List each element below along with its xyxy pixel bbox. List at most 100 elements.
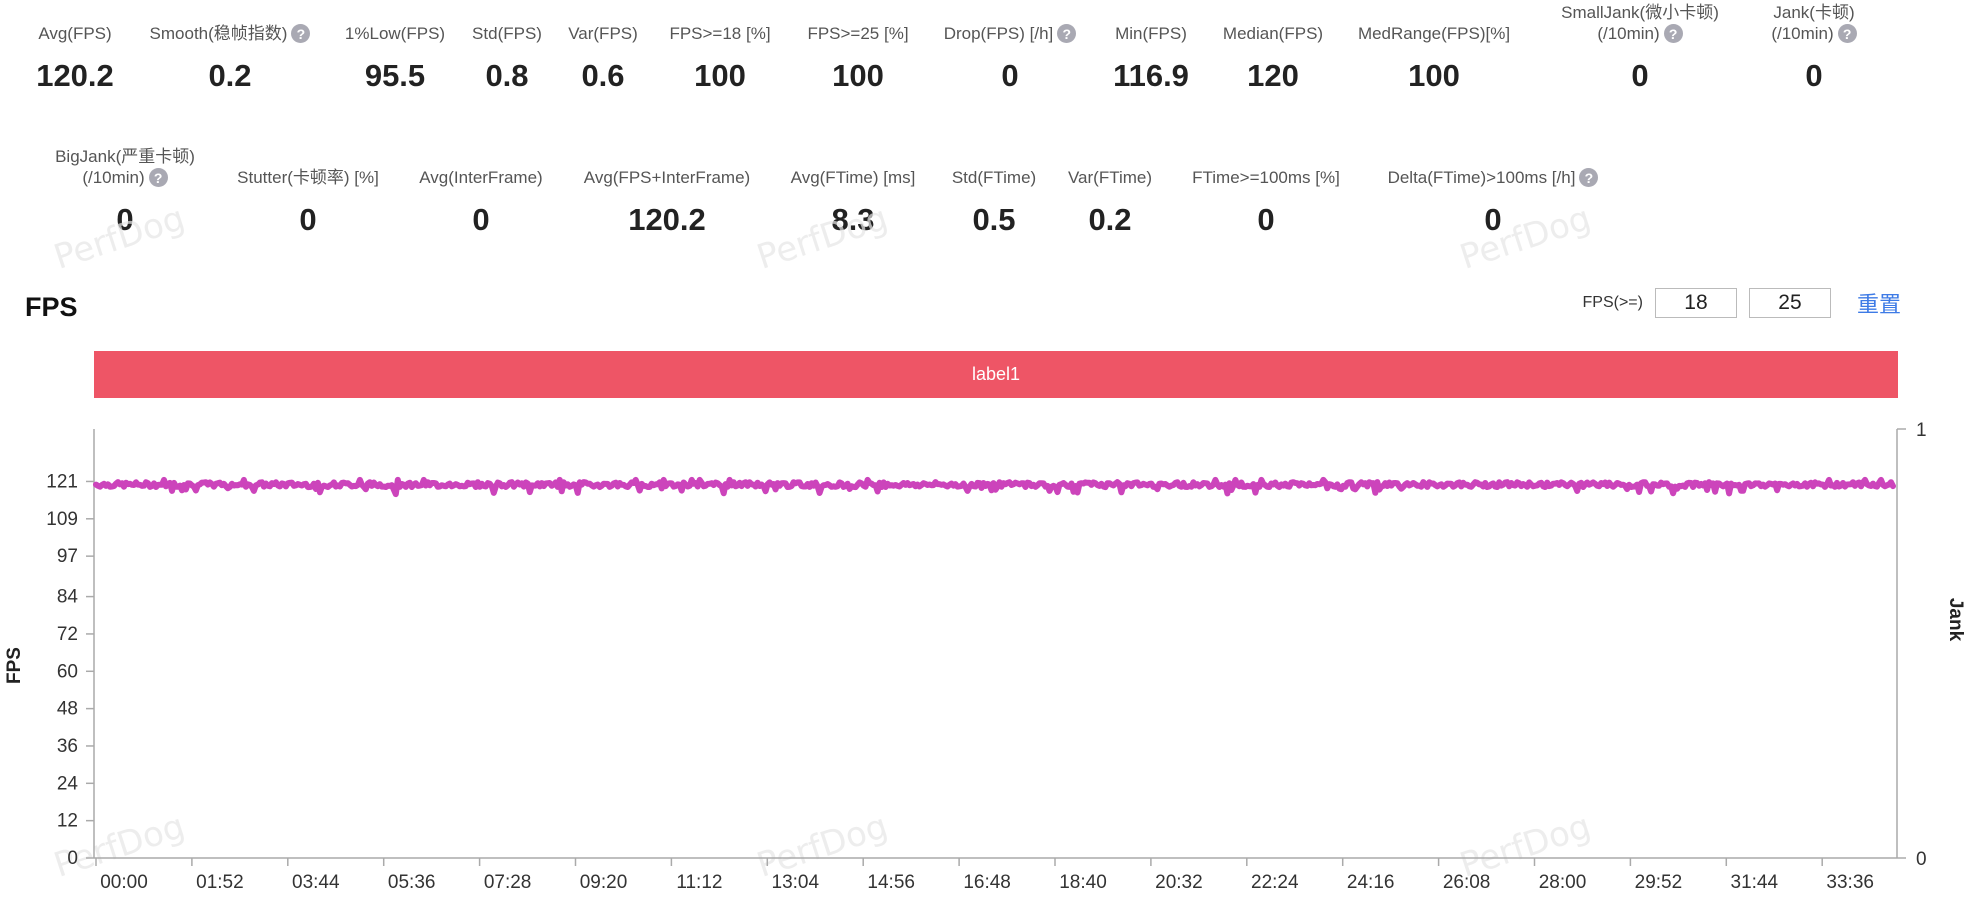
metric-value: 0.8: [485, 58, 529, 93]
x-tick-label: 14:56: [867, 872, 915, 893]
metric-value: 116.9: [1113, 58, 1189, 93]
metric-label: Std(FTime): [951, 168, 1037, 187]
metric-value: 0.6: [581, 58, 625, 93]
metric-card: BigJank(严重卡顿) (/10min)? 0: [25, 144, 225, 238]
fps-chart[interactable]: 0 12 24 36 48 60 72 84 97 109 121 0 1 FPS Jank 00:00 01:…: [0, 420, 1973, 904]
metric-label: Avg(InterFrame): [419, 168, 543, 187]
metric-label: Min(FPS): [1115, 24, 1187, 43]
metric-value: 120: [1247, 58, 1299, 93]
x-tick-label: 03:44: [292, 872, 340, 893]
metric-label: 1%Low(FPS): [344, 24, 446, 43]
reset-button[interactable]: 重置: [1856, 292, 1901, 317]
y-tick-label: 97: [57, 546, 78, 567]
metric-label: Avg(FPS): [38, 24, 112, 43]
metric-value: 100: [832, 58, 884, 93]
metric-value: 0.5: [972, 202, 1016, 237]
metric-card: Var(FTime) 0.2: [1010, 144, 1210, 238]
y2-axis-title: Jank: [1945, 598, 1966, 642]
help-icon[interactable]: ?: [1837, 24, 1857, 43]
y-tick-label: 36: [57, 736, 78, 757]
x-tick-label: 31:44: [1731, 872, 1779, 893]
label-bar[interactable]: label1: [94, 351, 1898, 398]
x-tick-label: 13:04: [772, 872, 820, 893]
metric-label: Drop(FPS) [/h]: [943, 24, 1054, 43]
y-axis-title: FPS: [4, 647, 25, 684]
metric-value: 0: [1805, 58, 1823, 93]
metric-label: SmallJank(微小卡顿): [1561, 3, 1719, 22]
metric-value: 0: [472, 202, 490, 237]
metric-value: 0.2: [208, 58, 252, 93]
metric-card: Std(FPS) 0.8: [407, 0, 607, 94]
metric-value: 100: [1408, 58, 1460, 93]
metric-label: Jank(卡顿): [1773, 3, 1855, 22]
x-tick-label: 11:12: [676, 872, 722, 893]
metric-label: FPS>=25 [%]: [807, 24, 909, 43]
metric-card: Avg(InterFrame) 0: [381, 144, 581, 238]
threshold-label: FPS(>=): [1582, 294, 1643, 311]
help-icon[interactable]: ?: [1057, 24, 1077, 43]
x-tick-label: 24:16: [1347, 872, 1395, 893]
metric-value: 0: [1631, 58, 1649, 93]
metric-value: 0: [1484, 202, 1502, 237]
y2-tick-label: 0: [1916, 849, 1927, 870]
help-icon[interactable]: ?: [291, 24, 311, 43]
metric-card: FTime>=100ms [%] 0: [1166, 144, 1366, 238]
metric-card: Avg(FPS+InterFrame) 120.2: [567, 144, 767, 238]
metric-card: Var(FPS) 0.6: [503, 0, 703, 94]
metric-value: 120.2: [36, 58, 114, 93]
metric-label: Var(FPS): [568, 24, 638, 43]
metric-label: MedRange(FPS)[%]: [1357, 24, 1511, 43]
y2-tick-label: 1: [1916, 420, 1927, 441]
y-tick-label: 24: [57, 773, 79, 794]
metric-card: Smooth(稳帧指数)? 0.2: [130, 0, 330, 94]
x-tick-label: 01:52: [196, 872, 244, 893]
metric-card: Jank(卡顿) (/10min)? 0: [1714, 0, 1914, 94]
threshold-low-input[interactable]: [1654, 288, 1737, 318]
x-tick-label: 16:48: [963, 872, 1011, 893]
metric-value: 120.2: [628, 202, 706, 237]
metric-card: Min(FPS) 116.9: [1051, 0, 1251, 94]
metric-card: Avg(FPS) 120.2: [0, 0, 175, 94]
metric-card: 1%Low(FPS) 95.5: [295, 0, 495, 94]
metric-card: FPS>=25 [%] 100: [758, 0, 958, 94]
metric-card: MedRange(FPS)[%] 100: [1334, 0, 1534, 94]
x-tick-label: 22:24: [1251, 872, 1299, 893]
y-tick-label: 0: [67, 848, 78, 869]
threshold-controls: FPS(>=) 重置: [1583, 287, 1901, 319]
metric-card: Std(FTime) 0.5: [894, 144, 1094, 238]
metric-card: Stutter(卡顿率) [%] 0: [208, 144, 408, 238]
threshold-high-input[interactable]: [1748, 288, 1831, 318]
x-tick-label: 20:32: [1155, 872, 1203, 893]
metric-value: 0.2: [1088, 202, 1132, 237]
metric-label: Delta(FTime)>100ms [/h]: [1387, 168, 1576, 187]
metric-value: 0: [1001, 58, 1019, 93]
y-tick-label: 121: [46, 471, 78, 492]
y-tick-label: 72: [57, 624, 78, 645]
metric-value: 0: [299, 202, 317, 237]
x-tick-label: 29:52: [1635, 872, 1683, 893]
y-tick-label: 84: [57, 587, 79, 608]
metric-label: Var(FTime): [1067, 168, 1153, 187]
metric-label: Avg(FTime) [ms]: [790, 168, 916, 187]
metric-card: Avg(FTime) [ms] 8.3: [753, 144, 953, 238]
metric-card: Delta(FTime)>100ms [/h]? 0: [1388, 144, 1599, 238]
x-tick-label: 07:28: [484, 872, 532, 893]
metric-value: 0: [116, 202, 134, 237]
metric-card: Drop(FPS) [/h]? 0: [910, 0, 1110, 94]
metric-value: 8.3: [831, 202, 875, 237]
help-icon[interactable]: ?: [148, 168, 168, 187]
metric-label-unit: (/10min): [1597, 24, 1660, 43]
x-tick-label: 18:40: [1059, 872, 1107, 893]
label-bar-text: label1: [971, 364, 1021, 384]
metric-value: 100: [694, 58, 746, 93]
metric-card: Median(FPS) 120: [1173, 0, 1373, 94]
chart-title: FPS: [25, 292, 78, 322]
fps-series-line: [93, 476, 1896, 498]
metric-label: Median(FPS): [1222, 24, 1324, 43]
y-tick-label: 109: [46, 509, 78, 530]
x-tick-label: 00:00: [100, 872, 148, 893]
x-tick-label: 26:08: [1443, 872, 1491, 893]
help-icon[interactable]: ?: [1579, 168, 1599, 187]
help-icon[interactable]: ?: [1663, 24, 1683, 43]
metric-label: BigJank(严重卡顿): [55, 147, 195, 166]
